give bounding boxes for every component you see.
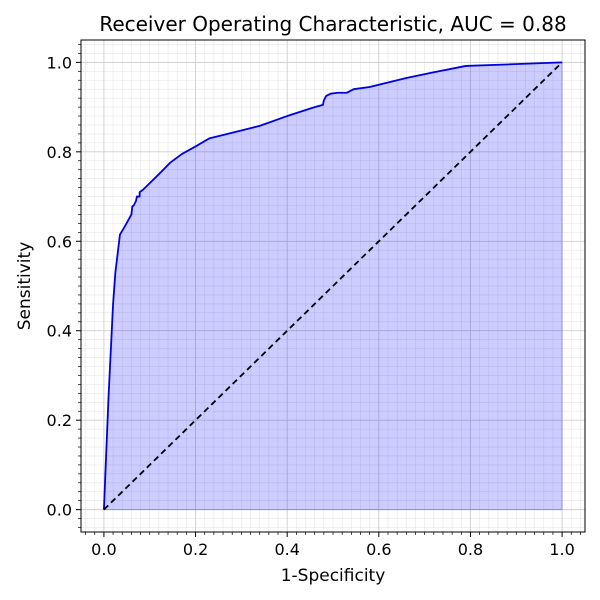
y-tick-label: 0.2 (47, 411, 72, 430)
x-tick-label: 0.6 (366, 540, 391, 559)
x-tick-label: 1.0 (549, 540, 574, 559)
x-tick-label: 0.8 (458, 540, 483, 559)
x-tick-label: 0.2 (183, 540, 208, 559)
x-axis-label: 1-Specificity (281, 566, 386, 586)
y-tick-label: 1.0 (47, 53, 72, 72)
plot-area: 0.0 0.2 0.4 0.6 0.8 1.0 0.0 0.2 0.4 0.6 0.8 1.0 (47, 39, 586, 559)
x-tick-label: 0.0 (91, 540, 116, 559)
y-tick-label: 0.8 (47, 143, 72, 162)
chance-diagonal-line (103, 61, 563, 511)
y-tick-label: 0.6 (47, 232, 72, 251)
y-tick-label: 0.0 (47, 501, 72, 520)
roc-curve-line (103, 61, 563, 510)
chart-title: Receiver Operating Characteristic, AUC =… (99, 12, 566, 36)
x-tick-label: 0.4 (274, 540, 299, 559)
y-tick-label: 0.4 (47, 322, 72, 341)
y-axis-label: Sensitivity (15, 242, 35, 331)
